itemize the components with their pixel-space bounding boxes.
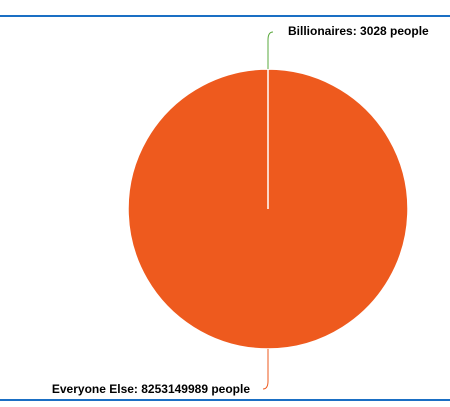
pie-slice — [128, 69, 408, 349]
leader-line — [262, 349, 269, 390]
data-label: Billionaires: 3028 people — [288, 24, 429, 38]
data-label: Everyone Else: 8253149989 people — [52, 382, 250, 396]
leader-line — [267, 31, 274, 69]
